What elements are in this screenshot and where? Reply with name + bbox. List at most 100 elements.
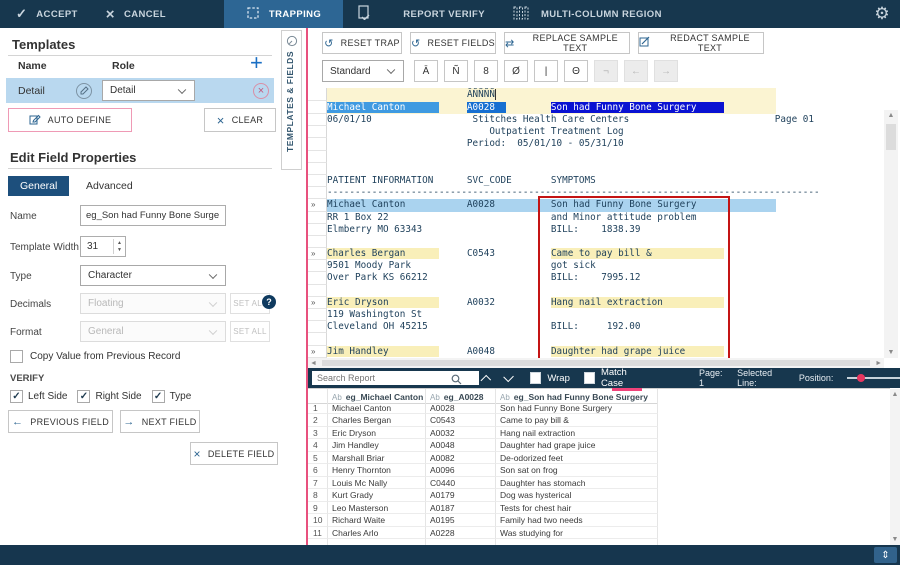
table-row[interactable]: 8 Kurt Grady A0179 Dog was hysterical [308, 489, 890, 502]
table-row[interactable]: 2 Charles Bergan C0543 Came to pay bill & [308, 414, 890, 427]
table-row[interactable]: 5 Marshall Briar A0082 De-odorized feet [308, 451, 890, 464]
table-cell[interactable]: Michael Canton [328, 401, 426, 414]
report-line[interactable]: Michael Canton A0028 Son had Funny Bone … [308, 101, 884, 114]
report-view[interactable]: ĀÑÑÑÑ Michael Canton A0028 Son had Funny … [308, 88, 884, 358]
reset-trap-button[interactable]: ↺ RESET TRAP [322, 32, 402, 54]
table-cell[interactable]: A0228 [426, 526, 496, 539]
previous-field-button[interactable]: ← PREVIOUS FIELD [8, 410, 113, 433]
report-hscrollbar[interactable]: ◄ ► [308, 358, 884, 368]
redact-sample-text-button[interactable]: REDACT SAMPLE TEXT [638, 32, 764, 54]
table-cell[interactable]: De-odorized feet [496, 451, 658, 464]
next-field-button[interactable]: → NEXT FIELD [120, 410, 200, 433]
help-icon[interactable]: ? [262, 295, 276, 309]
report-line[interactable]: » Jim Handley A0048 Daughter had grape ju… [308, 345, 884, 358]
scroll-left-icon[interactable]: ◄ [310, 359, 317, 367]
table-cell[interactable]: Son sat on frog [496, 464, 658, 477]
hscroll-thumb[interactable] [322, 360, 870, 366]
report-line[interactable]: 06/01/10 Stitches Health Care Centers Pa… [308, 114, 884, 127]
delete-field-button[interactable]: × DELETE FIELD [190, 442, 278, 465]
trap-char-button[interactable]: 8 [474, 60, 498, 82]
match-case-checkbox[interactable] [583, 372, 595, 384]
table-cell[interactable]: Daughter has stomach [496, 476, 658, 489]
table-row[interactable]: 9 Leo Masterson A0187 Tests for chest hair [308, 501, 890, 514]
table-cell[interactable]: A0179 [426, 489, 496, 502]
tab-advanced[interactable]: Advanced [86, 180, 133, 192]
type-select[interactable]: Character [80, 265, 226, 286]
tab-trapping[interactable]: TRAPPING [223, 0, 344, 28]
table-cell[interactable]: Marshall Briar [328, 451, 426, 464]
template-row[interactable]: Detail Detail × [6, 78, 274, 103]
table-cell[interactable]: Dog was hysterical [496, 489, 658, 502]
table-row[interactable]: 11 Charles Arlo A0228 Was studying for [308, 526, 890, 539]
report-line[interactable]: Elmberry MO 63343 BILL: 1838.39 [308, 223, 884, 236]
scroll-down-icon[interactable]: ▼ [891, 536, 899, 543]
copy-value-checkbox[interactable] [10, 350, 23, 363]
search-next-icon[interactable] [503, 371, 515, 383]
vscroll-thumb[interactable] [886, 124, 896, 150]
table-cell[interactable] [426, 539, 496, 545]
tab-general[interactable]: General [8, 176, 70, 196]
reset-fields-button[interactable]: ↺ RESET FIELDS [410, 32, 496, 54]
add-template-button[interactable]: + [250, 50, 263, 75]
delete-template-icon[interactable]: × [253, 82, 269, 99]
table-cell[interactable]: Kurt Grady [328, 489, 426, 502]
table-cell[interactable]: Daughter had grape juice [496, 439, 658, 452]
report-line[interactable]: PATIENT INFORMATION SVC_CODE SYMPTOMS [308, 174, 884, 188]
table-cell[interactable]: C0543 [426, 414, 496, 427]
cancel-button[interactable]: × CANCEL [92, 0, 180, 28]
settings-button[interactable]: ⚙ [860, 0, 900, 28]
table-row[interactable]: 3 Eric Dryson A0032 Hang nail extraction [308, 426, 890, 439]
verify-check-type[interactable]: ✓ Type [151, 390, 191, 403]
table-cell[interactable]: Richard Waite [328, 514, 426, 527]
report-line[interactable]: 119 Washington St [308, 309, 884, 322]
report-line[interactable]: » Eric Dryson A0032 Hang nail extraction [308, 296, 884, 309]
report-line[interactable]: ĀÑÑÑÑ [308, 88, 884, 101]
tab-report-verify[interactable]: REPORT VERIFY [343, 0, 499, 28]
table-cell[interactable]: Hang nail extraction [496, 426, 658, 439]
spin-up-icon[interactable]: ▲ [117, 240, 122, 246]
expand-panel-button[interactable]: ⇕ [874, 547, 897, 563]
accept-button[interactable]: ✓ ACCEPT [2, 0, 92, 28]
report-line[interactable]: ----------------------------------------… [308, 187, 884, 200]
pin-icon[interactable] [286, 34, 298, 52]
table-row[interactable]: 10 Richard Waite A0195 Family had two needs [308, 514, 890, 527]
scroll-up-icon[interactable]: ▲ [887, 112, 895, 119]
position-slider[interactable] [847, 374, 900, 382]
auto-define-button[interactable]: AUTO DEFINE [8, 108, 132, 132]
column-header[interactable]: Ab eg_Son had Funny Bone Surgery [496, 389, 658, 404]
report-vscrollbar[interactable]: ▲ ▼ [884, 110, 898, 358]
template-role-select[interactable]: Detail [102, 80, 195, 101]
checkbox-checked-icon[interactable]: ✓ [151, 390, 165, 403]
trap-char-button[interactable]: Ñ [444, 60, 468, 82]
trap-char-button[interactable]: Ø [504, 60, 528, 82]
trap-char-button[interactable]: Θ [564, 60, 588, 82]
table-cell[interactable]: Charles Bergan [328, 414, 426, 427]
tab-multi-column[interactable]: MULTI-COLUMN REGION [499, 0, 676, 28]
trap-char-button[interactable]: Ā [414, 60, 438, 82]
scroll-down-icon[interactable]: ▼ [887, 349, 895, 356]
report-line[interactable]: Over Park KS 66212 BILL: 7995.12 [308, 272, 884, 285]
table-cell[interactable]: A0096 [426, 464, 496, 477]
report-line[interactable]: » Michael Canton A0028 Son had Funny Bone… [308, 199, 884, 212]
report-line[interactable] [308, 162, 884, 175]
table-cell[interactable]: Leo Masterson [328, 501, 426, 514]
search-prev-icon[interactable] [479, 374, 491, 386]
report-line[interactable]: Period: 05/01/10 - 05/31/10 [308, 138, 884, 151]
table-cell[interactable]: C0440 [426, 476, 496, 489]
table-cell[interactable]: Jim Handley [328, 439, 426, 452]
field-name-input[interactable] [80, 205, 226, 226]
edit-template-icon[interactable] [76, 82, 92, 99]
report-line[interactable]: 9501 Moody Park got sick [308, 260, 884, 273]
scroll-right-icon[interactable]: ► [875, 359, 882, 367]
table-row[interactable]: 1 Michael Canton A0028 Son had Funny Bone S… [308, 401, 890, 414]
table-cell[interactable]: Was studying for [496, 526, 658, 539]
table-cell[interactable]: Charles Arlo [328, 526, 426, 539]
table-row[interactable]: 4 Jim Handley A0048 Daughter had grape juic… [308, 439, 890, 452]
verify-check-left-side[interactable]: ✓ Left Side [10, 390, 67, 403]
table-cell[interactable]: A0032 [426, 426, 496, 439]
table-vscrollbar[interactable]: ▲ ▼ [890, 389, 900, 545]
table-cell[interactable]: Tests for chest hair [496, 501, 658, 514]
table-cell[interactable]: Son had Funny Bone Surgery [496, 401, 658, 414]
table-row[interactable]: 6 Henry Thornton A0096 Son sat on frog [308, 464, 890, 477]
report-line[interactable] [308, 333, 884, 346]
